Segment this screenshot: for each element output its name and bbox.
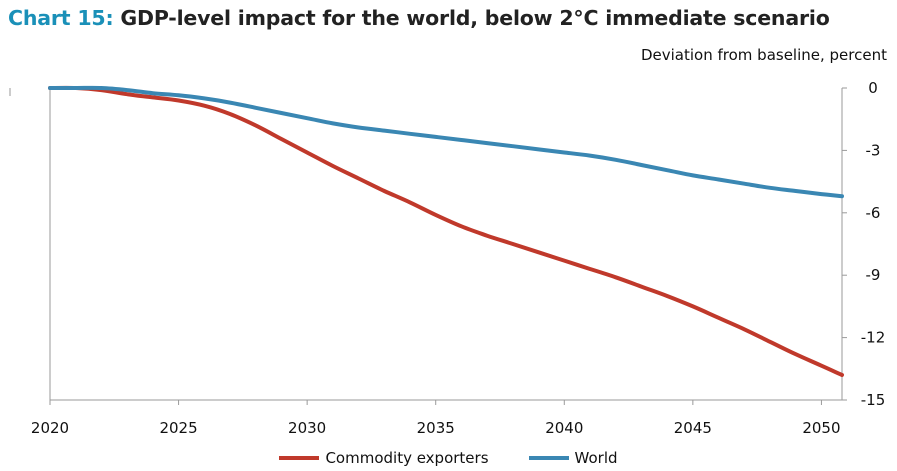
legend: Commodity exporters World <box>0 448 897 468</box>
y-tick-label: -15 <box>861 391 886 409</box>
y-tick-label: -3 <box>866 141 881 159</box>
series-line-commodity-exporters <box>48 85 844 377</box>
series-line-world <box>48 85 844 199</box>
chart-number: Chart 15: <box>8 6 114 30</box>
x-tick-label: 2025 <box>159 419 197 437</box>
x-tick-label: 2030 <box>288 419 326 437</box>
x-tick-label: 2050 <box>802 419 840 437</box>
x-tick-label: 2035 <box>417 419 455 437</box>
series-layer <box>48 85 844 377</box>
y-axis-units-label: Deviation from baseline, percent <box>640 46 887 64</box>
y-tick-label: -9 <box>866 266 881 284</box>
legend-item-commodity-exporters: Commodity exporters <box>279 448 489 468</box>
y-tick-label: -6 <box>866 204 881 222</box>
chart-title-text: GDP-level impact for the world, below 2°… <box>120 6 830 30</box>
x-tick-label: 2045 <box>674 419 712 437</box>
legend-swatch-world <box>528 456 569 460</box>
legend-label-commodity-exporters: Commodity exporters <box>325 449 489 467</box>
legend-item-world: World <box>528 448 618 468</box>
y-tick-label: -12 <box>861 329 886 347</box>
legend-swatch-commodity-exporters <box>279 456 320 460</box>
chart-title: Chart 15: GDP-level impact for the world… <box>8 6 830 30</box>
legend-label-world: World <box>574 449 618 467</box>
x-tick-label: 2020 <box>31 419 69 437</box>
axes: 0 -3 -6 -9 -12 -15 2020 2025 2030 2035 2040 2045 205… <box>9 79 886 437</box>
y-tick-label: 0 <box>868 79 878 97</box>
x-tick-label: 2040 <box>545 419 583 437</box>
